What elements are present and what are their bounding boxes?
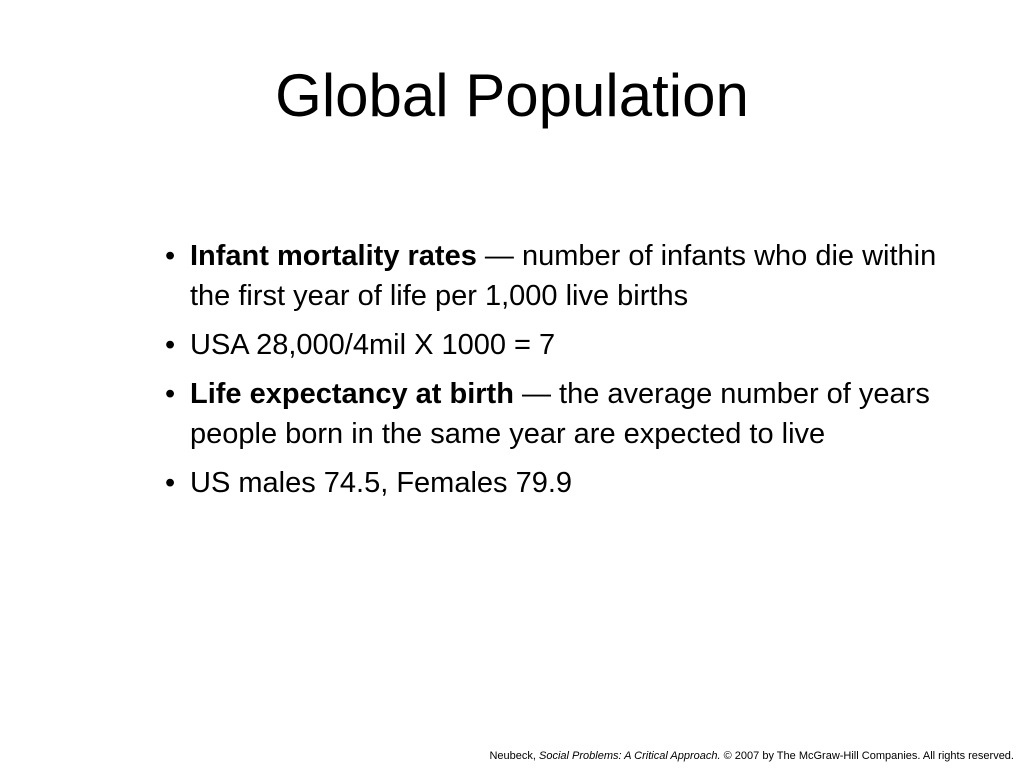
bullet-text: US males 74.5, Females 79.9 (190, 467, 573, 499)
bullet: Life expectancy at birth — the average n… (165, 374, 940, 454)
footer-rights: © 2007 by The McGraw-Hill Companies. All… (723, 750, 1014, 762)
footer: Neubeck, Social Problems: A Critical App… (489, 749, 1014, 763)
bullet-list: Infant mortality rates — number of infan… (165, 236, 940, 512)
bullet: US males 74.5, Females 79.9 (165, 463, 940, 503)
bullet-term: Infant mortality rates (190, 240, 477, 272)
footer-book: Social Problems: A Critical Approach. (539, 750, 721, 762)
bullet-term: Life expectancy at birth (190, 378, 514, 410)
bullet-text: — the average number of years people bor… (190, 378, 930, 450)
bullet-text: — number of infants who die within the f… (190, 240, 937, 312)
bullet: Infant mortality rates — number of infan… (165, 236, 940, 316)
footer-author: Neubeck, (489, 750, 536, 762)
slide-title: Global Population (275, 62, 749, 129)
bullet-text: USA 28,000/4mil X 1000 = 7 (190, 329, 556, 361)
bullet: USA 28,000/4mil X 1000 = 7 (165, 325, 940, 365)
